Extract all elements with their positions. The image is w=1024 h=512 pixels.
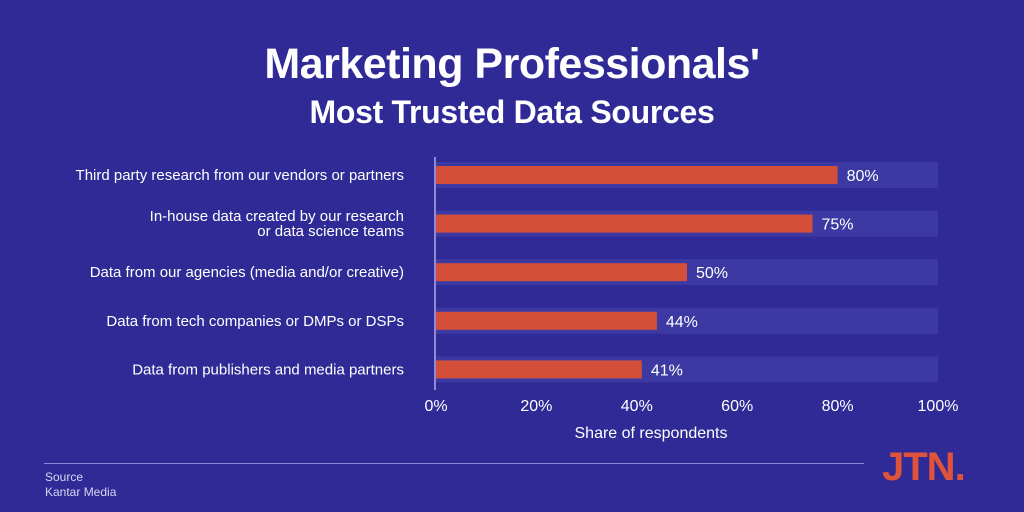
- category-label-line: Data from publishers and media partners: [132, 361, 404, 378]
- x-tick-label: 100%: [918, 398, 959, 415]
- category-label-line: Data from our agencies (media and/or cre…: [90, 264, 404, 281]
- x-tick-label: 80%: [822, 398, 854, 415]
- x-axis-title: Share of respondents: [575, 425, 728, 442]
- bar: [436, 263, 687, 282]
- jtn-logo: JTN.: [882, 445, 966, 489]
- x-tick-labels: 0% 20% 40% 60% 80% 100%: [424, 398, 958, 415]
- bar: [436, 214, 813, 233]
- category-label-line: or data science teams: [257, 223, 404, 240]
- chart-subtitle: Most Trusted Data Sources: [309, 94, 715, 130]
- value-label: 50%: [696, 265, 728, 282]
- x-tick-label: 60%: [721, 398, 753, 415]
- x-tick-label: 20%: [520, 398, 552, 415]
- category-label-line: Third party research from our vendors or…: [76, 167, 404, 184]
- category-label: Third party research from our vendors or…: [76, 167, 404, 184]
- x-tick-label: 40%: [621, 398, 653, 415]
- source-value: Kantar Media: [45, 485, 117, 499]
- source-label: Source: [45, 470, 84, 484]
- value-labels: 80% 75% 50% 44% 41%: [651, 168, 879, 379]
- source-note: Source Kantar Media: [45, 470, 116, 500]
- category-label: Data from our agencies (media and/or cre…: [90, 264, 404, 281]
- category-label: Data from publishers and media partners: [132, 361, 404, 378]
- value-label: 41%: [651, 362, 683, 379]
- bar: [436, 166, 838, 184]
- value-label: 44%: [666, 314, 698, 331]
- category-label-line: Data from tech companies or DMPs or DSPs: [106, 313, 404, 330]
- category-labels: Third party research from our vendors or…: [76, 167, 404, 378]
- category-label: In-house data created by our research or …: [150, 208, 404, 240]
- bar: [436, 360, 642, 379]
- chart-title: Marketing Professionals': [264, 40, 760, 88]
- bars: [436, 166, 838, 379]
- bar: [436, 311, 657, 330]
- x-tick-label: 0%: [424, 398, 447, 415]
- value-label: 75%: [822, 217, 854, 234]
- footer-divider: [44, 463, 864, 464]
- category-label: Data from tech companies or DMPs or DSPs: [106, 313, 404, 330]
- value-label: 80%: [847, 168, 879, 185]
- category-label-line: In-house data created by our research: [150, 208, 404, 225]
